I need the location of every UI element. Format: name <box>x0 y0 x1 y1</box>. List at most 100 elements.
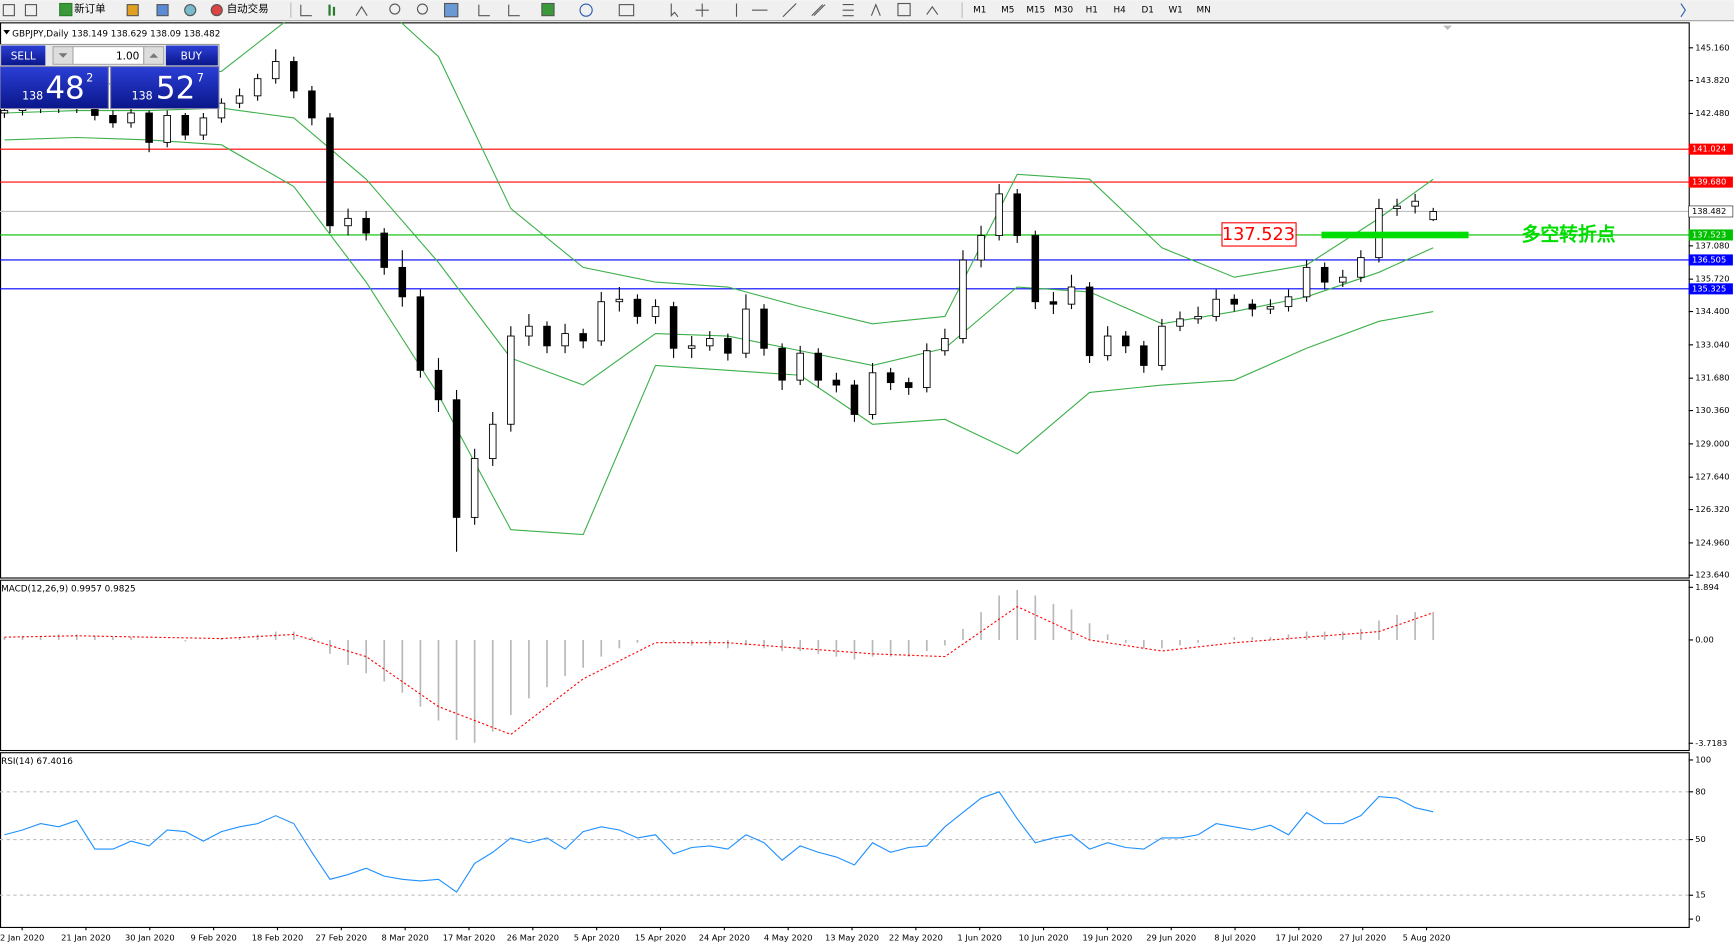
icon[interactable] <box>782 3 797 18</box>
icon[interactable] <box>416 3 428 15</box>
y-tick-label: 80 <box>1695 786 1706 796</box>
bid-figure[interactable]: 138 <box>22 89 43 102</box>
icon[interactable] <box>2 4 15 17</box>
icon[interactable] <box>156 4 169 17</box>
candle-body <box>91 107 99 116</box>
icon[interactable] <box>184 4 197 17</box>
macd-name: MACD(12,26,9) <box>1 584 68 594</box>
y-tick-label: 127.640 <box>1695 472 1729 482</box>
icon[interactable] <box>508 4 520 17</box>
date-label: 19 Jun 2020 <box>1082 932 1132 942</box>
ask-point[interactable]: 7 <box>197 72 204 85</box>
icon[interactable] <box>811 4 826 17</box>
candle-body <box>778 347 786 381</box>
candle-body <box>1049 301 1058 305</box>
timeframe-button[interactable]: M30 <box>1054 6 1073 16</box>
ask-pips[interactable]: 52 <box>156 70 195 106</box>
candle-body <box>742 308 750 354</box>
icon[interactable] <box>444 2 459 18</box>
y-tick-label: 100 <box>1695 754 1711 764</box>
candle-body <box>1357 257 1365 278</box>
candle-body <box>832 379 841 386</box>
lot-value[interactable]: 1.00 <box>116 51 139 63</box>
toolbar-button[interactable]: 自动交易 <box>227 2 269 15</box>
candle-body <box>597 301 606 342</box>
timeframe-button[interactable]: M15 <box>1026 6 1045 16</box>
candle-body <box>1067 286 1076 305</box>
icon[interactable] <box>670 3 679 18</box>
candle-body <box>561 333 569 347</box>
y-tick-label: 0 <box>1695 914 1700 924</box>
candle-body <box>1031 235 1040 303</box>
candle-body <box>1158 325 1166 366</box>
sell-label[interactable]: SELL <box>11 51 36 63</box>
icon[interactable] <box>870 3 881 16</box>
icon[interactable] <box>842 4 854 17</box>
candle-body <box>1085 286 1094 357</box>
trade-panel: SELL 1.00 BUY 138 48 2 138 52 7 <box>0 43 220 110</box>
timeframe-button[interactable]: H1 <box>1086 6 1098 16</box>
timeframe-button[interactable]: D1 <box>1141 6 1153 16</box>
ask-figure[interactable]: 138 <box>132 89 153 102</box>
candle-body <box>127 112 135 124</box>
candle-body <box>886 372 895 384</box>
buy-label[interactable]: BUY <box>181 51 203 63</box>
icon[interactable] <box>478 4 490 17</box>
icon[interactable] <box>300 4 312 17</box>
icon[interactable] <box>897 2 911 17</box>
y-tick-label: 1.894 <box>1695 582 1719 592</box>
icon[interactable] <box>579 3 593 17</box>
macd-value: 0.9957 <box>71 584 102 594</box>
pivot-label-box <box>1221 222 1297 247</box>
symbol-header: GBPJPY,Daily 138.149 138.629 138.09 138.… <box>12 29 220 39</box>
candle-body <box>398 266 407 298</box>
icon[interactable] <box>695 3 709 17</box>
date-label: 5 Aug 2020 <box>1403 932 1451 942</box>
candle-body <box>507 335 515 425</box>
price-level-tag <box>1688 254 1733 266</box>
bid-box[interactable] <box>0 65 109 110</box>
date-label: 8 Mar 2020 <box>382 932 429 942</box>
price-level-label: 139.680 <box>1692 177 1726 187</box>
icon[interactable] <box>926 5 939 15</box>
candle-body <box>1194 315 1202 320</box>
icon[interactable] <box>355 5 368 16</box>
date-label: 27 Jul 2020 <box>1339 932 1386 942</box>
toolbar-button[interactable]: 新订单 <box>74 2 106 15</box>
timeframe-button[interactable]: W1 <box>1168 6 1182 16</box>
icon[interactable] <box>126 4 139 17</box>
bid-point[interactable]: 2 <box>86 72 93 85</box>
axes: 145.160 143.820 142.480 137.080 135.720 134.4… <box>0 42 1734 942</box>
timeframe-button[interactable]: M5 <box>1001 6 1014 16</box>
icon[interactable] <box>1680 3 1687 18</box>
timeframe-button[interactable]: MN <box>1197 6 1211 16</box>
icon[interactable] <box>59 2 73 17</box>
candle-body <box>995 193 1003 236</box>
date-label: 8 Jul 2020 <box>1214 932 1256 942</box>
price-level-tag <box>1688 205 1734 218</box>
rsi-line <box>4 791 1434 893</box>
sell-button[interactable] <box>1 45 46 66</box>
y-tick-label: 143.820 <box>1695 75 1729 85</box>
date-label: 17 Mar 2020 <box>443 932 496 942</box>
candle-body <box>959 259 967 339</box>
price-level-tag <box>1688 143 1733 155</box>
timeframe-button[interactable]: M1 <box>973 6 986 16</box>
icon[interactable] <box>24 4 38 17</box>
icon[interactable] <box>541 2 555 17</box>
collapse-arrow[interactable] <box>3 30 10 35</box>
date-label: 30 Jan 2020 <box>125 932 175 942</box>
icon[interactable] <box>210 4 223 17</box>
icon[interactable] <box>389 3 401 15</box>
bid-pips[interactable]: 48 <box>45 70 84 106</box>
candle-body <box>1121 335 1130 347</box>
timeframe-button[interactable]: H4 <box>1114 6 1127 16</box>
icon[interactable] <box>328 4 336 16</box>
date-label: 4 May 2020 <box>764 932 813 942</box>
candle-body <box>1212 298 1220 317</box>
price-level-label: 141.024 <box>1692 144 1726 154</box>
pivot-note: 多空转折点 <box>1522 222 1616 245</box>
buy-button[interactable] <box>165 45 218 66</box>
ask-box[interactable] <box>110 65 220 110</box>
icon[interactable] <box>618 4 635 17</box>
